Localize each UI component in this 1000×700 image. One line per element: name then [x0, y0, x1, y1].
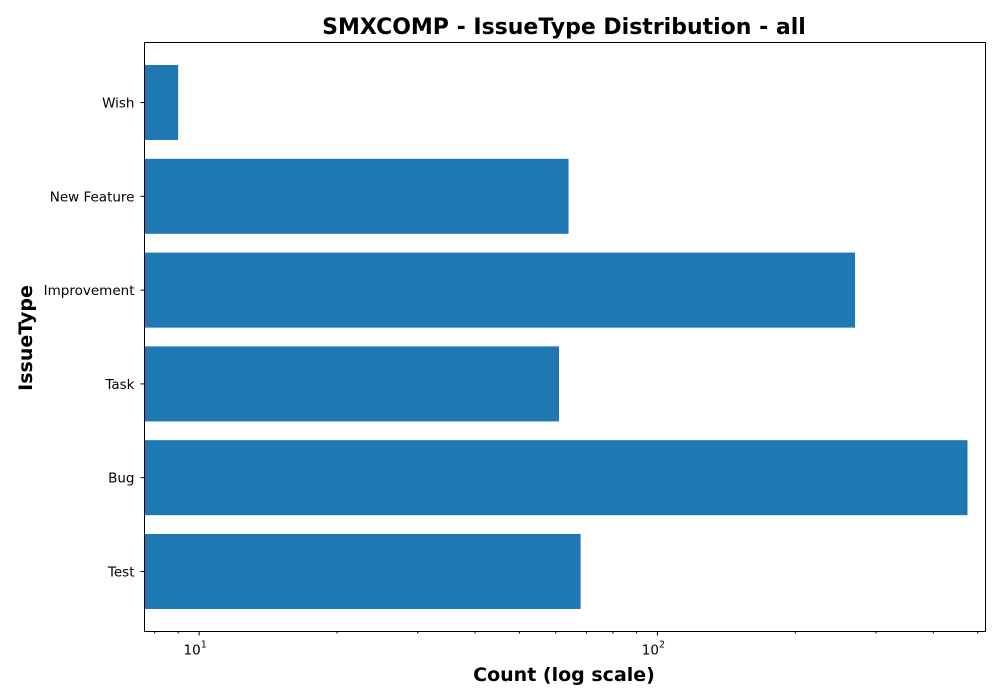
bar-new-feature: [144, 158, 569, 234]
x-tick-label: 101: [184, 640, 207, 659]
y-tick-label-new-feature: New Feature: [50, 189, 135, 205]
y-tick-label-improvement: Improvement: [44, 283, 135, 299]
y-ticks-group: Test Bug Task Improvement New Feature Wish: [44, 96, 145, 580]
bar-wish: [144, 65, 179, 141]
chart-title: SMXCOMP - IssueType Distribution - all: [322, 15, 806, 40]
y-tick-label-bug: Bug: [108, 471, 134, 487]
bar-bug: [144, 440, 968, 516]
y-axis-label: IssueType: [15, 285, 37, 391]
bars-group: [144, 65, 968, 609]
y-tick-label-task: Task: [104, 377, 134, 393]
bar-task: [144, 346, 560, 422]
plot-frame: [144, 42, 986, 632]
x-axis-label: Count (log scale): [473, 664, 655, 686]
bar-improvement: [144, 252, 856, 328]
x-tick-label: 102: [642, 640, 665, 659]
x-ticks-group: 101 102: [154, 631, 979, 659]
y-tick-label-test: Test: [107, 564, 135, 580]
bar-test: [144, 533, 581, 609]
y-tick-label-wish: Wish: [102, 96, 134, 112]
